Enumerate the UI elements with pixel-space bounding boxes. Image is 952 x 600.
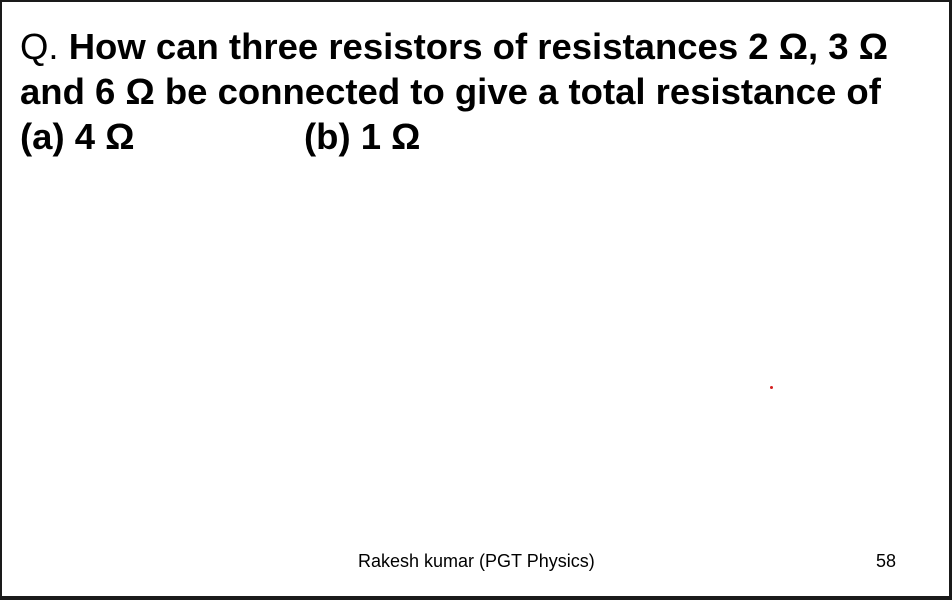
footer-author: Rakesh kumar (PGT Physics)	[358, 551, 595, 571]
options-row: (a) 4 Ω (b) 1 Ω	[20, 114, 940, 159]
slide-number: 58	[876, 551, 897, 571]
question-line-1-text: How can three resistors of resistances 2…	[68, 26, 888, 67]
question-line-2: and 6 Ω be connected to give a total res…	[20, 71, 881, 112]
laser-pointer-dot	[770, 386, 773, 389]
question-text: Q. How can three resistors of resistance…	[20, 24, 940, 159]
option-b: (b) 1 Ω	[304, 116, 421, 157]
question-prefix: Q.	[20, 26, 59, 67]
option-a: (a) 4 Ω	[20, 116, 135, 157]
question-line-1: Q. How can three resistors of resistance…	[20, 24, 940, 69]
